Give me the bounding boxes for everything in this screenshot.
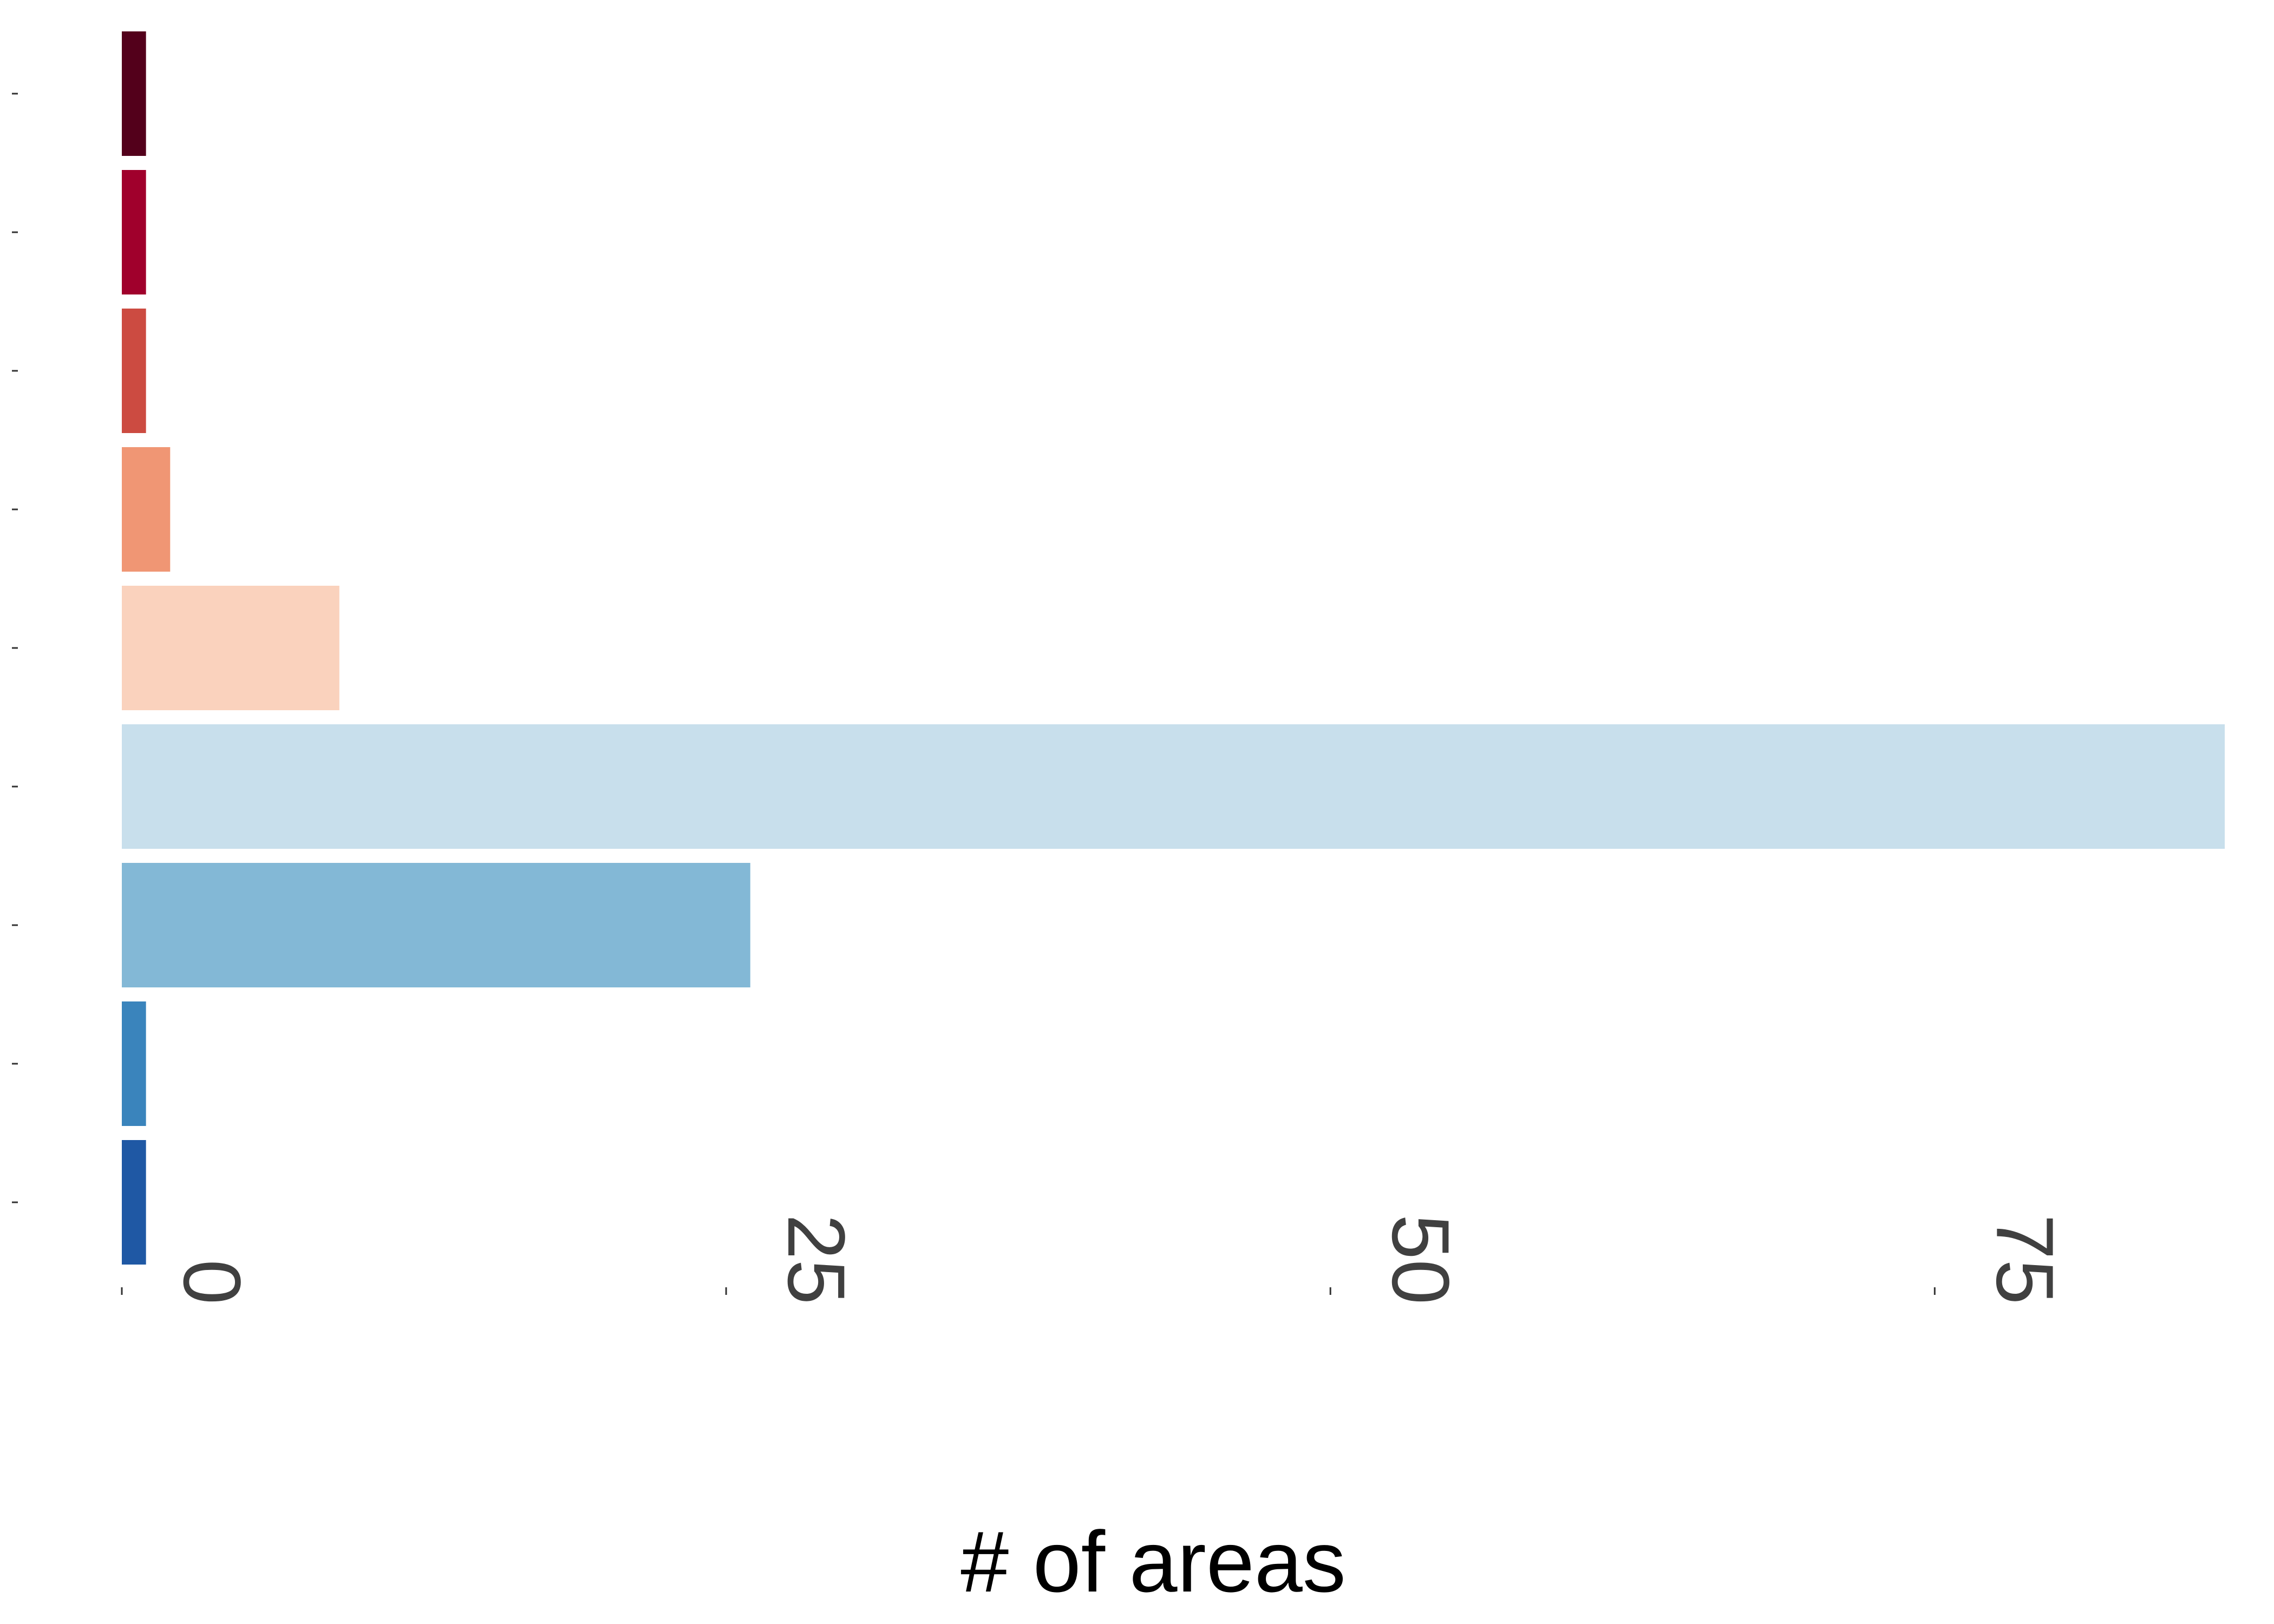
bar-8 bbox=[122, 1001, 146, 1126]
x-ticks-group: 0 25 50 75 bbox=[121, 1214, 2070, 1305]
bar-9 bbox=[122, 1140, 146, 1265]
bars-group bbox=[122, 31, 2225, 1265]
bar-3 bbox=[122, 309, 146, 433]
bar-2 bbox=[122, 170, 146, 294]
bar-1 bbox=[122, 31, 146, 156]
bar-5 bbox=[122, 586, 339, 710]
x-tick-label-50: 50 bbox=[1375, 1214, 1466, 1305]
bar-6 bbox=[122, 724, 2225, 849]
x-tick-label-0: 0 bbox=[167, 1260, 258, 1305]
y-ticks-group bbox=[12, 93, 18, 1203]
bar-4 bbox=[122, 447, 171, 572]
x-tick-label-25: 25 bbox=[771, 1214, 862, 1305]
x-tick-label-75: 75 bbox=[1979, 1214, 2070, 1305]
x-axis-title: # of areas bbox=[960, 1513, 1346, 1610]
bar-7 bbox=[122, 863, 750, 987]
